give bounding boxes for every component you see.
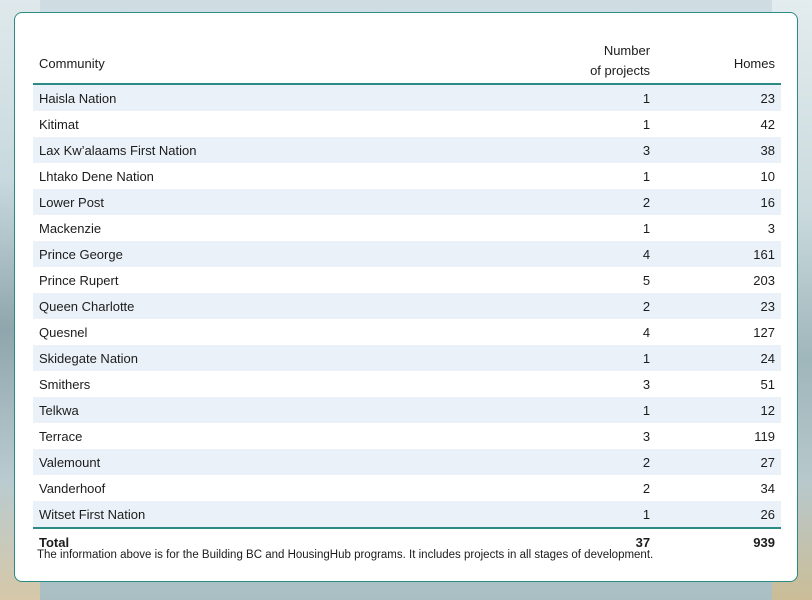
table-row: Kitimat 1 42 [33,111,781,137]
cell-projects: 2 [642,480,651,496]
cell-projects: 1 [460,84,657,111]
total-homes: 939 [656,527,781,555]
table-row: Terrace 3 119 [33,423,781,449]
column-header-homes: Homes [656,29,781,85]
cell-homes: 23 [656,84,781,111]
cell-homes: 34 [760,480,775,496]
footnote: The information above is for the Buildin… [37,549,654,561]
cell-projects: 3 [642,376,651,392]
cell-homes: 3 [767,220,775,236]
cell-homes: 161 [656,241,781,267]
cell-community: Kitimat [39,116,79,132]
total-projects: 37 [460,527,657,555]
cell-homes: 16 [656,189,781,215]
cell-homes: 10 [760,168,775,184]
cell-projects: 5 [642,272,651,288]
table-row: Queen Charlotte 2 23 [33,293,781,319]
cell-community: Prince Rupert [39,272,119,288]
column-header-projects: Number of projects [460,29,657,85]
cell-community: Haisla Nation [33,84,460,111]
cell-homes: 127 [753,324,775,340]
table-row: Prince Rupert 5 203 [33,267,781,293]
cell-homes: 51 [760,376,775,392]
cell-community: Prince George [33,241,460,267]
housing-table-card: Community Number of projects Homes Haisl… [14,12,798,582]
cell-community: Witset First Nation [33,501,460,528]
cell-homes: 38 [656,137,781,163]
cell-projects: 1 [642,116,651,132]
column-header-community: Community [33,29,460,85]
cell-projects: 2 [460,189,657,215]
housing-projects-table: Community Number of projects Homes Haisl… [33,29,781,555]
cell-projects: 1 [460,501,657,528]
cell-projects: 4 [460,241,657,267]
total-label: Total [33,527,460,555]
cell-homes: 27 [656,449,781,475]
cell-projects: 4 [642,324,651,340]
cell-community: Quesnel [39,324,88,340]
cell-community: Lhtako Dene Nation [39,168,154,184]
table-row: Skidegate Nation 1 24 [33,345,781,371]
table-row: Haisla Nation 1 23 [33,84,781,111]
cell-homes: 203 [753,272,775,288]
table-row: Vanderhoof 2 34 [33,475,781,501]
cell-homes: 42 [760,116,775,132]
cell-community: Valemount [33,449,460,475]
cell-homes: 26 [656,501,781,528]
cell-projects: 1 [460,397,657,423]
table-row: Quesnel 4 127 [33,319,781,345]
cell-community: Lax Kw’alaams First Nation [33,137,460,163]
table-row: Lower Post 2 16 [33,189,781,215]
cell-homes: 119 [754,428,775,444]
cell-community: Smithers [39,376,91,392]
cell-community: Vanderhoof [39,480,106,496]
table-header-row: Community Number of projects Homes [33,29,781,85]
cell-community: Terrace [39,428,83,444]
cell-projects: 1 [460,345,657,371]
cell-projects: 3 [460,137,657,163]
table-row: Smithers 3 51 [33,371,781,397]
table-row: Witset First Nation 1 26 [33,501,781,528]
cell-projects: 2 [460,293,657,319]
column-header-projects-line2: of projects [590,63,651,78]
table-row: Lhtako Dene Nation 1 10 [33,163,781,189]
cell-projects: 2 [460,449,657,475]
table-row: Lax Kw’alaams First Nation 3 38 [33,137,781,163]
cell-community: Skidegate Nation [33,345,460,371]
cell-community: Mackenzie [39,220,102,236]
cell-community: Lower Post [33,189,460,215]
table-row: Telkwa 1 12 [33,397,781,423]
table-row: Valemount 2 27 [33,449,781,475]
table-row: Mackenzie 1 3 [33,215,781,241]
cell-projects: 1 [642,168,651,184]
cell-projects: 1 [642,220,651,236]
table-row: Prince George 4 161 [33,241,781,267]
cell-community: Queen Charlotte [33,293,460,319]
column-header-projects-line1: Number [603,43,651,58]
table-body: Haisla Nation 1 23 Kitimat 1 42 Lax Kw’alaams … [33,84,781,528]
cell-community: Telkwa [33,397,460,423]
total-row: Total 37 939 [33,527,781,555]
cell-homes: 24 [656,345,781,371]
cell-homes: 23 [656,293,781,319]
cell-projects: 3 [642,428,651,444]
cell-homes: 12 [656,397,781,423]
